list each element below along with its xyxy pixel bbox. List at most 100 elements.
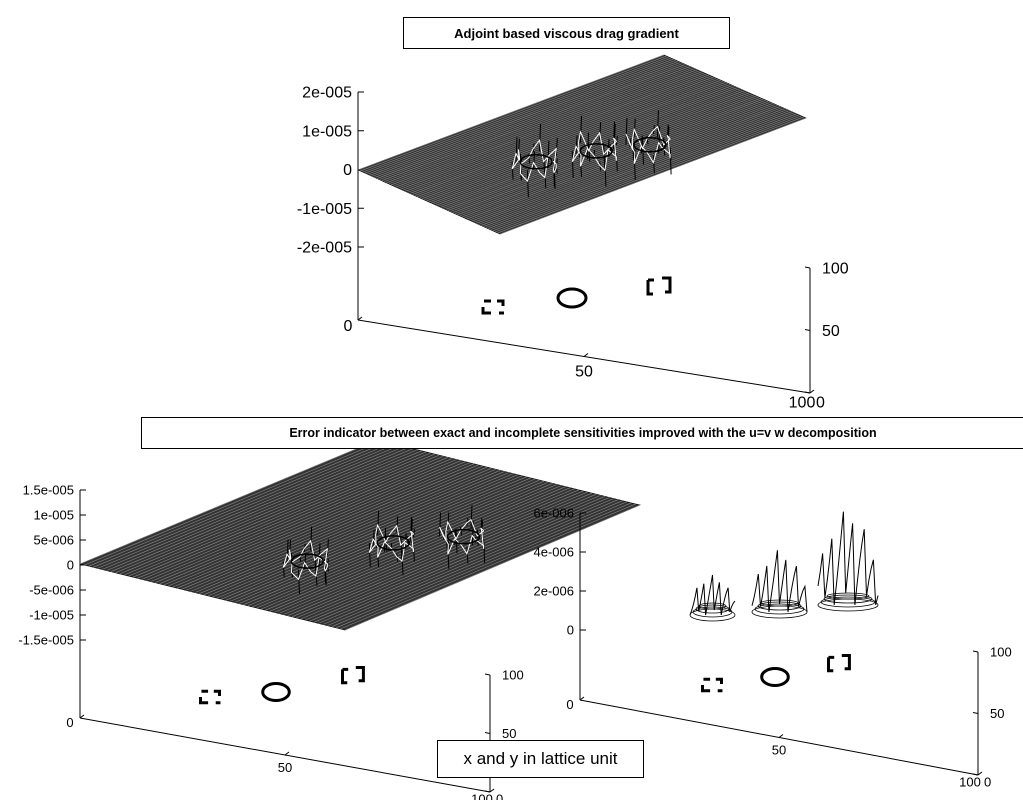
contour-circle — [261, 681, 291, 703]
z-tick-label: 6e-006 — [534, 506, 574, 521]
surface-spike — [515, 137, 518, 165]
base-contours — [481, 276, 672, 315]
surface-spike — [666, 124, 669, 143]
z-tick-label: 0 — [343, 162, 352, 179]
contour-circle — [556, 287, 588, 309]
mesh-line — [393, 70, 700, 187]
mesh-line — [336, 502, 632, 629]
x-tick-label: 0 — [566, 697, 573, 712]
surface-spike — [652, 155, 655, 174]
obstacle-outline — [519, 154, 553, 170]
mesh-line — [440, 91, 747, 208]
surface-spike — [658, 126, 661, 154]
mesh-line — [181, 464, 479, 590]
mesh-line — [110, 447, 409, 572]
bottom-plots-title: Error indicator between exact and incomp… — [141, 417, 1023, 449]
surface-ring — [823, 594, 873, 604]
surface-ring — [698, 602, 727, 610]
y-tick-label: 50 — [822, 323, 840, 340]
x-tick-label: 50 — [772, 743, 786, 758]
x-tick-label: 50 — [575, 364, 593, 381]
contour-bracket — [646, 276, 672, 296]
mesh-line — [445, 93, 752, 210]
contour-circle — [760, 666, 790, 688]
y-tick — [972, 712, 979, 714]
mesh-line — [97, 444, 396, 569]
surface-spike — [599, 122, 602, 141]
mesh-line — [388, 68, 695, 185]
surface-spike — [304, 553, 307, 570]
mesh-line — [318, 498, 614, 624]
mesh-line — [386, 67, 693, 184]
mesh-line — [243, 479, 540, 605]
contour-square — [481, 299, 505, 315]
surface-mesh — [689, 511, 879, 622]
mesh-line — [490, 113, 797, 231]
mesh-line — [464, 101, 771, 219]
z-tick-label: 0 — [567, 623, 574, 638]
mesh-line — [402, 74, 710, 191]
mesh-line — [459, 99, 766, 217]
mesh-line — [471, 105, 778, 222]
y-tick — [804, 329, 811, 331]
y-tick-label: 100 — [502, 668, 524, 683]
mesh-line — [497, 116, 804, 234]
mesh-line — [269, 486, 566, 612]
surface-spike — [439, 512, 442, 537]
mesh-line — [101, 445, 400, 570]
z-tick-label: -2e-005 — [297, 240, 352, 257]
mesh-line — [414, 79, 721, 196]
obstacle-ridge — [625, 125, 671, 164]
surface-spike — [511, 161, 514, 180]
surface-spike — [470, 505, 473, 530]
mesh-line — [376, 63, 684, 179]
y-tick-label: 0 — [816, 394, 825, 411]
obstacle-ridge — [439, 518, 485, 555]
mesh-line — [495, 115, 802, 233]
mesh-line — [398, 72, 705, 189]
mesh-line — [296, 492, 593, 619]
z-tick-label: -1e-005 — [29, 608, 74, 623]
y-tick — [804, 266, 811, 269]
mesh-line — [84, 440, 383, 566]
mesh-line — [287, 490, 584, 616]
mesh-line — [379, 64, 686, 180]
mesh-line — [492, 114, 800, 232]
obstacle-outline — [376, 535, 411, 551]
y-tick-label: 100 — [822, 261, 849, 278]
mesh-line — [216, 473, 514, 599]
surface-spike — [526, 170, 529, 198]
mesh-line — [412, 78, 719, 195]
axis-unit-note: x and y in lattice unit — [437, 740, 644, 778]
x-tick — [79, 714, 85, 719]
mesh-line — [88, 441, 387, 567]
surface-spike — [476, 529, 479, 546]
mesh-line — [185, 465, 483, 591]
surface-spike — [571, 150, 574, 178]
surface-spike — [447, 512, 450, 529]
mesh-line — [340, 503, 636, 630]
mesh-line — [344, 504, 641, 631]
mesh-line — [409, 77, 717, 194]
surface-peaks — [751, 550, 808, 613]
mesh-line — [499, 117, 807, 235]
top-plot-title: Adjoint based viscous drag gradient — [403, 17, 730, 49]
surface-spike — [607, 138, 610, 158]
mesh-line — [137, 453, 435, 579]
mesh-line — [327, 500, 623, 626]
surface-spike — [588, 143, 591, 162]
surface-spike — [586, 132, 589, 160]
mesh-line — [469, 104, 776, 221]
surface-ring — [826, 592, 870, 600]
mesh-line — [395, 71, 702, 188]
contour-square — [199, 689, 221, 705]
mesh-line — [381, 65, 688, 181]
surface-spike — [396, 516, 399, 533]
mesh-line — [417, 80, 724, 197]
x-tick — [778, 734, 784, 738]
mesh-line — [462, 100, 769, 218]
mesh-line — [313, 497, 610, 623]
mesh-line — [238, 478, 536, 604]
